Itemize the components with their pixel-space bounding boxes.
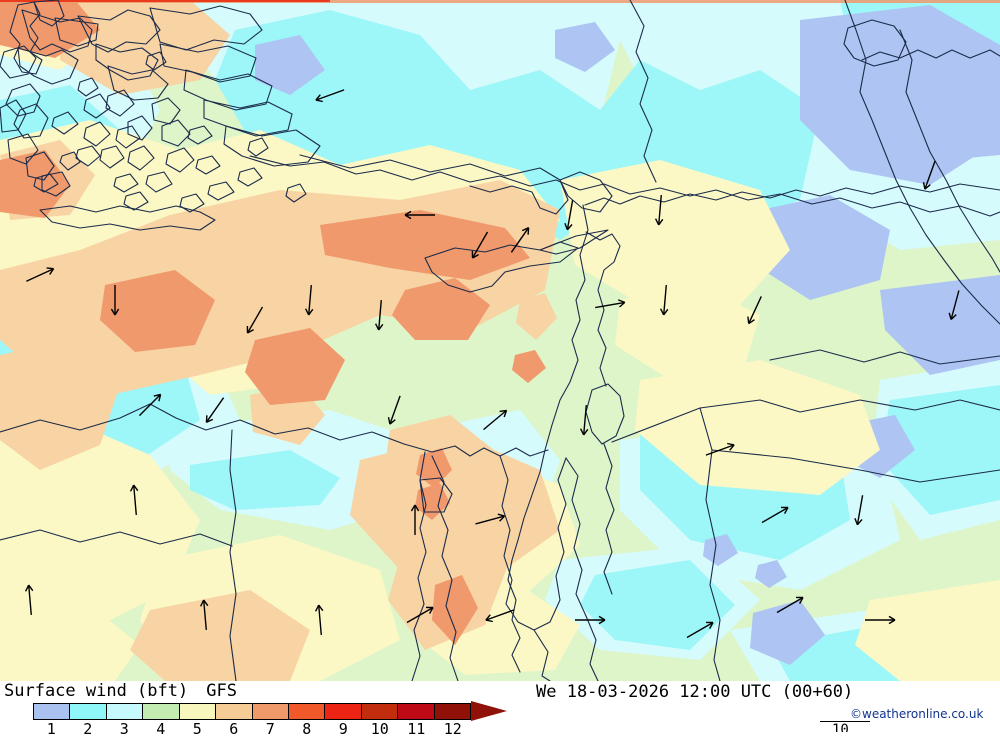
page-title: Surface wind (bft) (4, 681, 188, 701)
colorbar-tick-5: 5 (193, 720, 202, 738)
colorbar-swatch-12[interactable] (435, 704, 470, 719)
colorbar-swatch-3[interactable] (107, 704, 143, 719)
colorbar-tick-12: 12 (444, 720, 462, 738)
colorbar-swatch-6[interactable] (216, 704, 252, 719)
colorbar-overflow-arrow (471, 701, 507, 721)
colorbar-swatch-4[interactable] (143, 704, 179, 719)
colorbar-tick-2: 2 (83, 720, 92, 738)
colorbar-tick-8: 8 (302, 720, 311, 738)
colorbar-swatch-8[interactable] (289, 704, 325, 719)
legend-footer: Surface wind (bft) GFS We 18-03-2026 12:0… (0, 681, 1000, 733)
colorbar-tick-3: 3 (120, 720, 129, 738)
colorbar-tick-10: 10 (371, 720, 389, 738)
colorbar-swatch-10[interactable] (362, 704, 398, 719)
colorbar-tick-1: 1 (47, 720, 56, 738)
colorbar-swatch-5[interactable] (180, 704, 216, 719)
credit-text: weatheronline.co.uk (862, 707, 983, 721)
colorbar-swatch-7[interactable] (253, 704, 289, 719)
colorbar-swatch-2[interactable] (70, 704, 106, 719)
wind-reference-label: 10 (832, 723, 849, 732)
colorbar-tick-4: 4 (156, 720, 165, 738)
colorbar-swatches[interactable] (33, 703, 471, 720)
valid-time-label: We 18-03-2026 12:00 UTC (00+60) (536, 682, 853, 702)
colorbar-tick-7: 7 (266, 720, 275, 738)
colorbar-swatch-1[interactable] (34, 704, 70, 719)
copyright-icon: © (850, 707, 862, 721)
colorbar-swatch-9[interactable] (325, 704, 361, 719)
colorbar-tick-9: 9 (339, 720, 348, 738)
colorbar-tick-11: 11 (407, 720, 425, 738)
wind-field-map[interactable] (0, 0, 1000, 681)
wind-reference-line (820, 721, 870, 722)
model-label: GFS (206, 681, 237, 701)
copyright-credit[interactable]: ©weatheronline.co.uk (850, 707, 983, 721)
map-panel[interactable] (0, 0, 1000, 681)
colorbar-swatch-11[interactable] (398, 704, 434, 719)
product-title-row: Surface wind (bft) GFS (4, 681, 237, 701)
colorbar-tick-6: 6 (229, 720, 238, 738)
